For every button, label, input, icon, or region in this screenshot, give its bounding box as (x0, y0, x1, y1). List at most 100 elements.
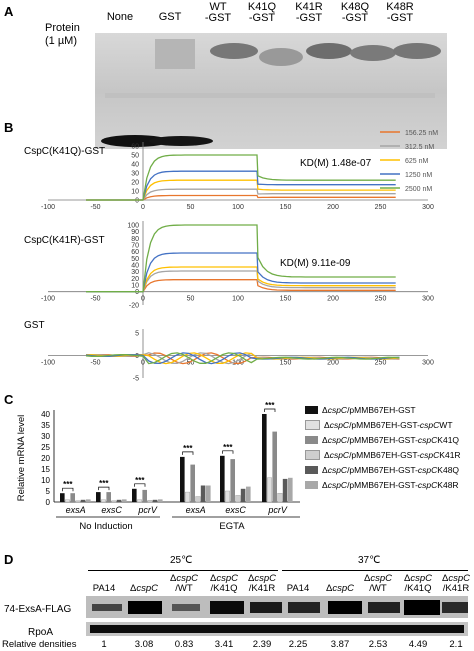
sensorgram-legend-label: 156.25 nM (405, 130, 438, 137)
mrna-legend-text: /pMMB67EH-GST- (347, 479, 418, 490)
gel-lane-label: K48R -GST (376, 2, 424, 24)
mrna-y-tick: 0 (46, 498, 51, 507)
significance-mark: *** (183, 444, 193, 453)
mrna-legend-text: K41R (439, 449, 461, 460)
mrna-bar (230, 459, 235, 502)
gel-lane-label-line2: -GST (386, 12, 414, 24)
gel-lane-label: K41Q -GST (238, 2, 286, 24)
mrna-bar (60, 493, 65, 502)
significance-bracket (264, 408, 276, 412)
western-lane-label-line: /K41Q (404, 583, 432, 594)
gel-lane-label-line1: GST (158, 11, 182, 23)
exsa-blot-bands (92, 600, 468, 615)
sensorgram-curve (86, 224, 396, 293)
western-lane-label: PA14 (80, 574, 128, 594)
mrna-bar (277, 492, 283, 503)
relative-densities-label: Relative densities (2, 639, 77, 650)
sensorgram-figure: -100 -50 0 50 100 150 200 250 3000102030405060Cs… (24, 130, 438, 383)
mrna-legend-text: cspC (327, 404, 348, 415)
sensorgram-x-tick: 50 (187, 296, 195, 303)
mrna-legend-text: cspC (419, 449, 440, 460)
western-lane-label-italic: cspC (370, 573, 392, 584)
sensorgram-x-tick: -50 (90, 204, 100, 211)
significance-mark: *** (265, 401, 275, 410)
western-lane-label-line: ΔcspC (403, 573, 432, 584)
mrna-bar (262, 414, 267, 502)
significance-bracket (182, 451, 194, 455)
sensorgram-y-tick: 30 (131, 171, 139, 178)
mrna-bar (96, 492, 101, 502)
mrna-legend-text: Δ (322, 464, 328, 475)
mrna-bar (224, 490, 230, 503)
sensorgram-x-tick: 0 (141, 296, 145, 303)
sensorgram-x-tick: -100 (41, 360, 55, 367)
gel-bands (101, 39, 441, 147)
relative-density-value: 2.39 (252, 639, 272, 650)
mrna-legend-text: /pMMB67EH-GST- (347, 464, 418, 475)
panel-c-letter: C (4, 392, 14, 407)
mrna-legend-text: /pMMB67EH-GST- (349, 419, 420, 430)
sensorgram-x-tick: 150 (280, 296, 292, 303)
panel-b-letter: B (4, 120, 14, 135)
sensorgram-y-tick: 100 (127, 223, 139, 230)
sensorgram-legend-label: 625 nM (405, 158, 429, 165)
western-lane-label: ΔcspC (120, 574, 168, 594)
sensorgram-y-tick: -5 (133, 376, 139, 383)
western-lane-label-line: ΔcspC (129, 583, 158, 594)
sensorgram-x-tick: 150 (280, 204, 292, 211)
significance-mark: *** (63, 480, 73, 489)
mrna-bar (80, 499, 86, 502)
mrna-bar (100, 499, 106, 503)
panel-a-letter: A (4, 4, 14, 19)
sensorgram-label: CspC(K41R)-GST (24, 235, 105, 246)
mrna-bar (106, 492, 111, 502)
western-lane-label-italic: cspC (136, 583, 158, 594)
significance-mark: *** (99, 479, 109, 488)
sensorgram-y-tick: 50 (131, 153, 139, 160)
protein-label: Protein (1 µM) (45, 22, 80, 48)
condition-label: No Induction (79, 521, 132, 532)
mrna-legend-text: cspC (417, 464, 438, 475)
mrna-bar (75, 500, 81, 503)
gel-lane-label-line1: K48Q (340, 1, 370, 13)
mrna-gene-label: exsC (225, 505, 246, 515)
western-lane-label-line: /K41Q (210, 583, 238, 594)
mrna-bar (246, 486, 251, 502)
sensorgram-curve (86, 154, 396, 201)
relative-density-value: 2.53 (368, 639, 388, 650)
sensorgram-x-tick: 250 (375, 296, 387, 303)
mrna-y-tick: 20 (41, 454, 50, 463)
mrna-legend-text: cspC (327, 479, 348, 490)
mrna-bar (220, 455, 225, 502)
sensorgram-x-tick: 100 (232, 296, 244, 303)
sensorgram-x-tick: 0 (141, 204, 145, 211)
mrna-legend-text: Δ (322, 404, 328, 415)
sensorgram-y-tick: 20 (131, 180, 139, 187)
relative-density-value: 2.1 (449, 639, 463, 650)
mrna-bar (158, 499, 163, 502)
kd-value: KD(M) 9.11e-09 (280, 258, 351, 269)
western-lane-label-line: ΔcspC (441, 573, 470, 584)
sensorgram-x-tick: 50 (187, 204, 195, 211)
sensorgram-curve (85, 352, 400, 365)
mrna-bar (282, 478, 288, 502)
sensorgram-x-tick: 250 (375, 204, 387, 211)
sensorgram-x-tick: 100 (232, 204, 244, 211)
protein-label-line1: Protein (45, 22, 80, 34)
sensorgram-y-tick: 60 (131, 144, 139, 151)
rpoa-label: RpoA (28, 627, 54, 638)
gel-lane-label: K41R -GST (285, 2, 333, 24)
sensorgram-y-tick: 10 (131, 283, 139, 290)
western-lane-label: ΔcspC (316, 574, 364, 594)
sensorgram-y-tick: 40 (131, 263, 139, 270)
mrna-bar (116, 499, 122, 502)
mrna-bar (235, 495, 241, 503)
mrna-legend-text: /pMMB67EH-GST- (349, 449, 420, 460)
temp-25-label: 25℃ (170, 555, 193, 566)
western-lane-label-italic: cspC (448, 573, 470, 584)
mrna-legend-text: Δ (322, 434, 328, 445)
temp-25-bracket (88, 570, 278, 571)
sensorgram-curve (86, 266, 396, 293)
